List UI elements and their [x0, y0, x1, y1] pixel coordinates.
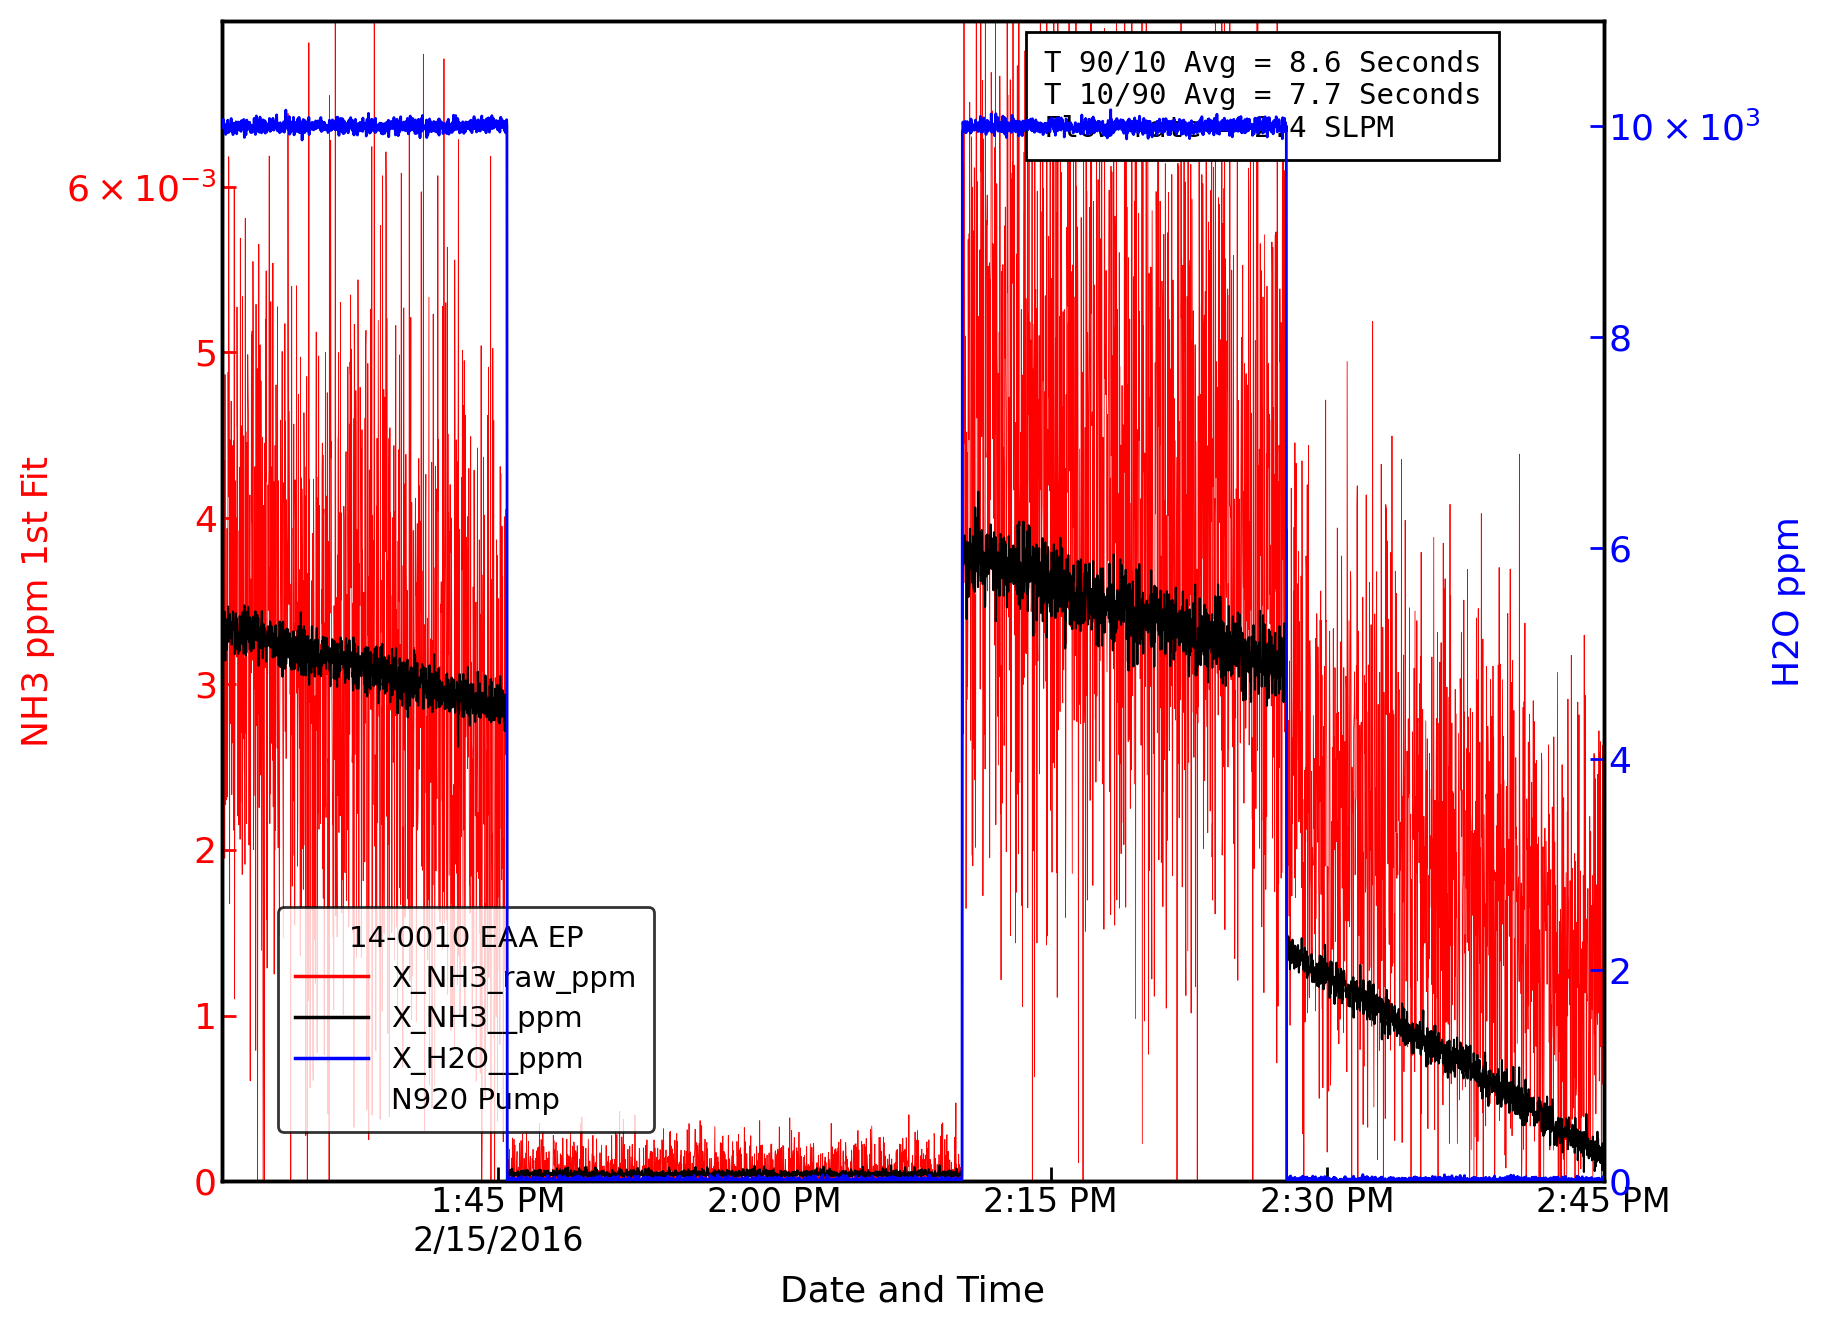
Y-axis label: H2O ppm: H2O ppm	[1772, 516, 1807, 687]
Text: T 90/10 Avg = 8.6 Seconds
T 10/90 Avg = 7.7 Seconds
Flow rate = 2.4 SLPM: T 90/10 Avg = 8.6 Seconds T 10/90 Avg = …	[1043, 51, 1482, 142]
Y-axis label: NH3 ppm 1st Fit: NH3 ppm 1st Fit	[20, 456, 55, 747]
X-axis label: Date and Time: Date and Time	[780, 1275, 1045, 1308]
Legend: X_NH3_raw_ppm, X_NH3__ppm, X_H2O__ppm, N920 Pump: X_NH3_raw_ppm, X_NH3__ppm, X_H2O__ppm, N…	[278, 908, 654, 1132]
